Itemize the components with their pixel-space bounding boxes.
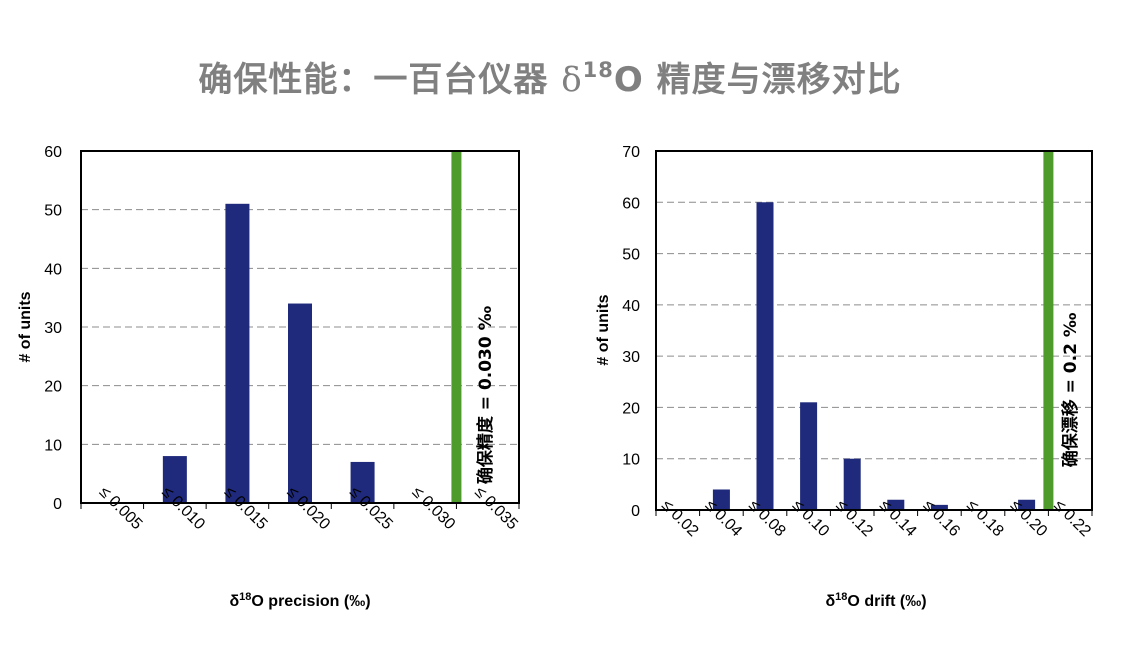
- x-category-label: ≤ 0.22: [1050, 497, 1093, 540]
- threshold-annotation: 确保精度 = 0.030 ‰: [475, 305, 496, 484]
- plot-frame: [80, 150, 520, 504]
- y-tick-label: 60: [44, 144, 62, 161]
- y-axis-title: # of units: [595, 294, 612, 365]
- y-tick-label: 60: [622, 195, 640, 212]
- title-suffix: O 精度与漂移对比: [613, 60, 902, 100]
- y-tick-label: 50: [44, 203, 62, 220]
- y-tick-label: 10: [622, 452, 640, 469]
- bar: [225, 203, 250, 504]
- y-tick-label: 0: [53, 496, 62, 513]
- y-tick-label: 0: [631, 503, 640, 520]
- bar: [712, 489, 730, 510]
- x-category-label: ≤ 0.16: [920, 497, 963, 540]
- y-tick-label: 10: [44, 437, 62, 454]
- page-title: 确保性能：一百台仪器 δ18O 精度与漂移对比: [0, 52, 1100, 101]
- bar: [350, 461, 375, 503]
- plot-frame: [655, 150, 1093, 511]
- y-tick-label: 30: [622, 349, 640, 366]
- y-tick-label: 40: [622, 298, 640, 315]
- bar: [162, 456, 187, 503]
- x-category-label: ≤ 0.18: [963, 497, 1006, 540]
- y-tick-label: 40: [44, 261, 62, 278]
- x-axis-title-delta: δ: [229, 593, 239, 610]
- y-axis-title: # of units: [17, 291, 34, 362]
- x-axis-title-sup: 18: [239, 591, 251, 603]
- x-axis-title-sup: 18: [835, 591, 847, 603]
- threshold-bar: [451, 151, 462, 503]
- x-axis-title-rest: O drift (‰): [847, 593, 926, 610]
- bar: [843, 458, 861, 510]
- x-axis-title-rest: O precision (‰): [251, 593, 370, 610]
- x-axis-title-delta: δ: [825, 593, 835, 610]
- bar: [288, 303, 312, 503]
- x-axis-title: δ18O precision (‰): [229, 591, 370, 610]
- title-superscript: 18: [582, 57, 614, 82]
- x-category-label: ≤ 0.02: [658, 497, 701, 540]
- y-tick-label: 70: [622, 144, 640, 161]
- y-tick-label: 30: [44, 320, 62, 337]
- bar: [756, 202, 774, 511]
- bar: [930, 504, 948, 510]
- y-tick-label: 20: [44, 379, 62, 396]
- threshold-annotation: 确保漂移 = 0.2 ‰: [1060, 312, 1081, 467]
- title-delta: δ: [561, 60, 583, 100]
- y-tick-label: 50: [622, 247, 640, 264]
- x-axis-title: δ18O drift (‰): [825, 591, 926, 610]
- title-prefix: 确保性能：一百台仪器: [198, 60, 562, 100]
- bar: [800, 402, 818, 510]
- threshold-bar: [1043, 151, 1054, 510]
- bar: [1018, 499, 1036, 510]
- bar: [887, 499, 905, 510]
- y-tick-label: 20: [622, 400, 640, 417]
